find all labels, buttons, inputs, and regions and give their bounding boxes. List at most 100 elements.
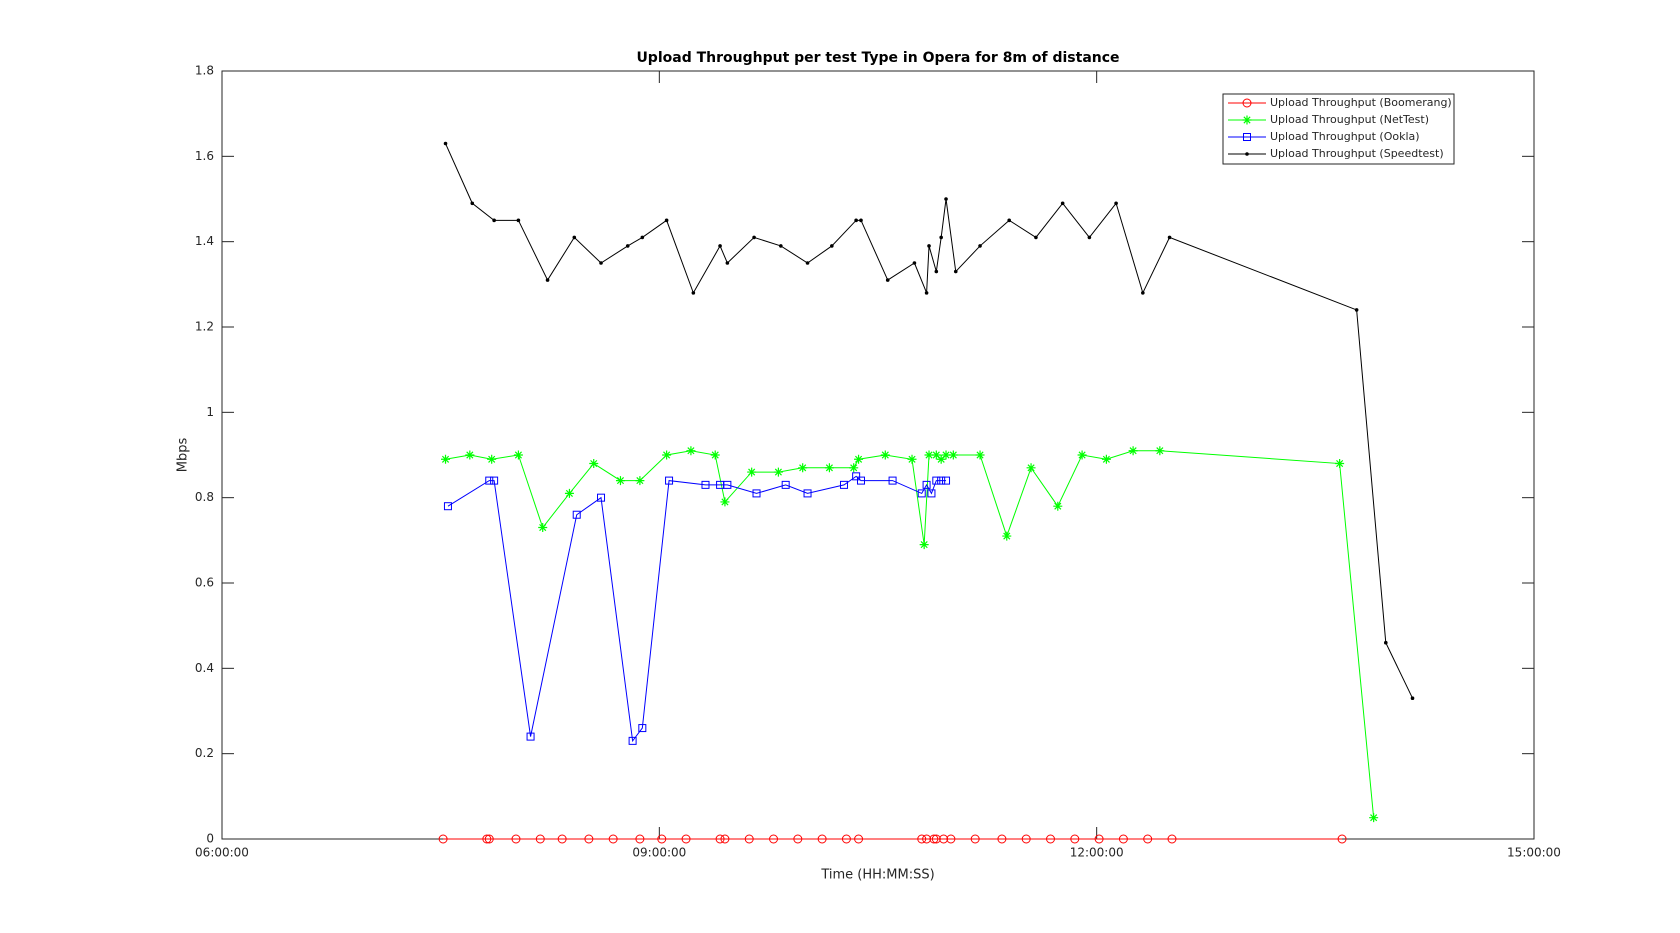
marker-dot [939,235,943,240]
chart-title: Upload Throughput per test Type in Opera… [636,50,1119,66]
marker-dot [443,141,448,146]
y-tick-label: 0.8 [195,490,214,504]
marker-square [839,480,848,489]
marker-star [1053,501,1063,511]
marker-circle [715,834,725,844]
marker-star [662,450,672,460]
marker-star [924,450,934,460]
marker-star [941,450,951,460]
y-tick-label: 0.6 [195,576,214,590]
marker-star [1128,446,1138,456]
y-tick-label: 1.6 [195,149,214,163]
legend: Upload Throughput (Boomerang) Upload Thro… [1222,93,1455,165]
marker-circle [1167,834,1177,844]
plot-area [221,70,1535,840]
marker-dot [1245,152,1249,156]
marker-dot [625,244,630,248]
marker-square [1243,133,1251,141]
marker-square [701,480,710,489]
marker-circle [1021,834,1031,844]
x-tick-label: 12:00:00 [1070,846,1124,860]
legend-box [1222,93,1455,165]
marker-star [1155,446,1165,456]
marker-star [1002,531,1012,541]
marker-star [824,463,834,473]
marker-dot [1383,640,1388,645]
x-axis-label: Time (HH:MM:SS) [820,868,934,883]
marker-star [975,450,985,460]
marker-dot [1167,235,1172,240]
marker-star [538,523,548,533]
marker-square [638,724,647,733]
marker-dot [885,278,890,282]
marker-star [1101,454,1111,464]
marker-square [628,736,637,745]
marker-circle [946,834,956,844]
y-tick-label: 1.4 [195,234,214,248]
marker-star [798,463,808,473]
marker-circle [511,834,521,844]
marker-circle [769,834,779,844]
y-tick-label: 1.2 [195,320,214,334]
series-line [447,475,947,743]
marker-circle [917,834,927,844]
marker-dot [640,235,645,240]
legend-label: Upload Throughput (Speedtest) [1270,147,1444,160]
marker-dot [912,261,917,265]
marker-circle [438,834,448,844]
marker-star [589,459,599,469]
marker-circle [1143,834,1153,844]
marker-circle [681,834,691,844]
marker-circle [817,834,827,844]
marker-dot [934,269,939,274]
marker-star [948,450,958,460]
marker-circle [584,834,594,844]
marker-square [888,476,897,485]
marker-circle [970,834,980,844]
marker-square [937,476,946,485]
marker-star [513,450,523,460]
marker-star [931,450,941,460]
marker-dot [664,218,669,223]
marker-dot [944,197,948,201]
marker-circle [922,834,932,844]
marker-circle [482,834,492,844]
marker-star [880,450,890,460]
marker-circle [1094,834,1104,844]
marker-star [849,463,859,473]
marker-star [710,450,720,460]
marker-square [932,476,941,485]
marker-circle [720,834,730,844]
marker-square [856,476,865,485]
marker-circle [939,834,949,844]
marker-circle [997,834,1007,844]
marker-star [720,497,730,507]
marker-dot [691,291,696,295]
marker-square [927,489,936,498]
marker-dot [599,261,603,265]
marker-star [615,476,625,486]
marker-dot [718,244,722,248]
marker-dot [854,218,858,223]
marker-circle [608,834,618,844]
marker-circle [854,834,864,844]
marker-square [526,732,535,741]
marker-star [1369,813,1379,823]
marker-square [490,476,499,485]
marker-star [686,446,696,456]
marker-dot [830,244,834,248]
marker-star [1077,450,1087,460]
marker-dot [924,291,929,295]
marker-circle [484,834,494,844]
marker-dot [779,244,783,248]
marker-star [441,454,451,464]
y-tick-label: 0 [206,832,214,846]
marker-dot [1007,218,1011,223]
y-axis-label: Mbps [176,438,191,473]
marker-circle [1337,834,1347,844]
marker-star [564,488,574,498]
marker-dot [805,261,810,265]
marker-dot [1141,291,1145,295]
marker-square [752,489,761,498]
